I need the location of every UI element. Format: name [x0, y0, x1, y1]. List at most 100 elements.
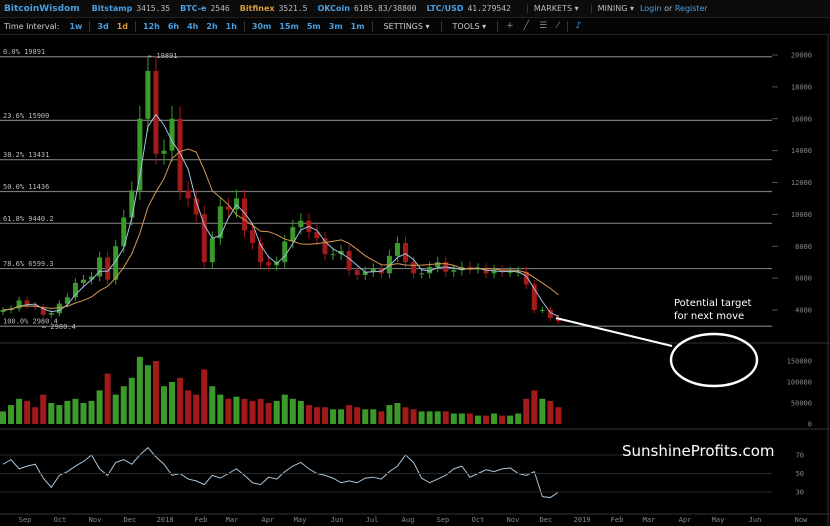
volume-tick-label: 0 [808, 421, 812, 429]
volume-bar [507, 415, 514, 424]
volume-tick-label: 50000 [791, 400, 812, 408]
volume-bar [426, 411, 433, 424]
candle-body [451, 270, 457, 272]
tools-menu[interactable]: TOOLS ▾ [452, 21, 487, 31]
high-marker: ← 19891 [148, 52, 178, 60]
volume-bar [539, 398, 546, 424]
volume-bar [185, 390, 192, 424]
date-tick-label: May [294, 516, 307, 524]
volume-bar [144, 365, 151, 424]
markets-menu[interactable]: MARKETS ▾ [526, 4, 579, 13]
interval-3d[interactable]: 3d [97, 21, 109, 31]
volume-bar [48, 403, 55, 424]
volume-bar [64, 400, 71, 424]
interval-15m[interactable]: 15m [279, 21, 299, 31]
interval-3m[interactable]: 3m [328, 21, 343, 31]
candle-body [330, 254, 336, 256]
volume-bar [161, 386, 167, 424]
fib-level-label: 100.0% 2980.4 [3, 318, 58, 326]
volume-bar [354, 407, 361, 424]
volume-bar [434, 411, 441, 424]
rsi-tick-label: 30 [796, 489, 804, 497]
annotation-arrow-line [555, 317, 673, 347]
fib-level-label: 61.8% 9440.2 [3, 215, 54, 223]
volume-bar [362, 409, 369, 424]
volume-bar [474, 415, 481, 424]
mining-menu[interactable]: MINING ▾ [590, 4, 634, 13]
interval-30m[interactable]: 30m [251, 21, 272, 31]
fib-level-label: 23.6% 15900 [3, 112, 49, 120]
volume-bar [120, 386, 127, 424]
volume-bar [16, 398, 23, 424]
volume-bar [32, 407, 39, 424]
settings-menu[interactable]: SETTINGS ▾ [383, 21, 430, 31]
fib-level-label: 78.6% 6599.3 [3, 260, 54, 268]
rsi-tick-label: 50 [796, 470, 804, 478]
volume-bar [225, 398, 232, 424]
candle-body [161, 150, 167, 154]
candle-body [290, 227, 296, 242]
candle-body [40, 306, 46, 315]
price-tick-label: 4000 [795, 307, 812, 315]
interval-1m[interactable]: 1m [350, 21, 365, 31]
rsi-line [2, 446, 559, 499]
date-tick-label: Oct [472, 516, 485, 524]
interval-4h[interactable]: 4h [187, 21, 199, 31]
crosshair-icon[interactable]: + [506, 21, 514, 31]
date-tick-label: Now [795, 516, 808, 524]
volume-bar [450, 413, 457, 424]
candle-body [282, 241, 288, 263]
volume-bar [257, 398, 264, 424]
volume-bar [346, 405, 353, 424]
volume-bar [410, 409, 417, 424]
candle-body [298, 220, 304, 228]
fib-level-label: 38.2% 13431 [3, 151, 49, 159]
volume-bar [297, 400, 304, 424]
date-tick-label: Dec [540, 516, 553, 524]
ticker-bitfinex[interactable]: Bitfinex [239, 4, 275, 13]
interval-12h[interactable]: 12h [143, 21, 160, 31]
interval-1w[interactable]: 1w [69, 21, 83, 31]
candle-body [169, 118, 175, 151]
interval-1h[interactable]: 1h [225, 21, 237, 31]
price-tick-label: 14000 [791, 147, 812, 155]
ticker-bitstamp[interactable]: Bitstamp [91, 4, 133, 13]
price-tick-label: 18000 [791, 83, 812, 91]
layout-icon[interactable]: ☰ [539, 21, 548, 31]
price-tick-label: 16000 [791, 115, 812, 123]
ticker-okcoin[interactable]: OKCoin [317, 4, 350, 13]
ticker-ltcusd[interactable]: LTC/USD [426, 4, 464, 13]
ticker-btce[interactable]: BTC-e [180, 4, 207, 13]
candle-body [499, 270, 505, 272]
volume-bar [483, 415, 489, 424]
candle-body [193, 198, 199, 215]
candle-body [185, 190, 191, 199]
candle-body [137, 118, 143, 191]
candle-body [113, 246, 119, 280]
ticker-value: 6185.83/38800 [353, 4, 417, 13]
interval-5m[interactable]: 5m [306, 21, 321, 31]
login-link[interactable]: Login [639, 4, 662, 13]
volume-bar [72, 398, 79, 424]
date-tick-label: Nov [89, 516, 102, 524]
register-link[interactable]: Register [674, 4, 708, 13]
interval-6h[interactable]: 6h [167, 21, 180, 31]
interval-2h[interactable]: 2h [206, 21, 218, 31]
fib-tool-icon[interactable]: ⁄ [557, 21, 559, 31]
date-tick-label: 2019 [574, 516, 591, 524]
candle-body [177, 118, 183, 191]
volume-bar [418, 411, 425, 424]
candle-body [209, 238, 215, 263]
brand-logo[interactable]: BitcoinWisdom [4, 3, 80, 14]
price-tick-label: 10000 [791, 211, 812, 219]
volume-bar [136, 356, 143, 424]
line-draw-icon[interactable]: ╱ [523, 21, 530, 31]
interval-1d[interactable]: 1d [116, 21, 129, 31]
candle-body [531, 284, 537, 310]
date-tick-label: Feb [195, 516, 208, 524]
volume-bar [104, 373, 111, 424]
or-text: or [661, 4, 675, 13]
alert-bell-icon[interactable]: ♪ [575, 21, 582, 31]
ticker-value: 3415.35 [136, 4, 171, 13]
